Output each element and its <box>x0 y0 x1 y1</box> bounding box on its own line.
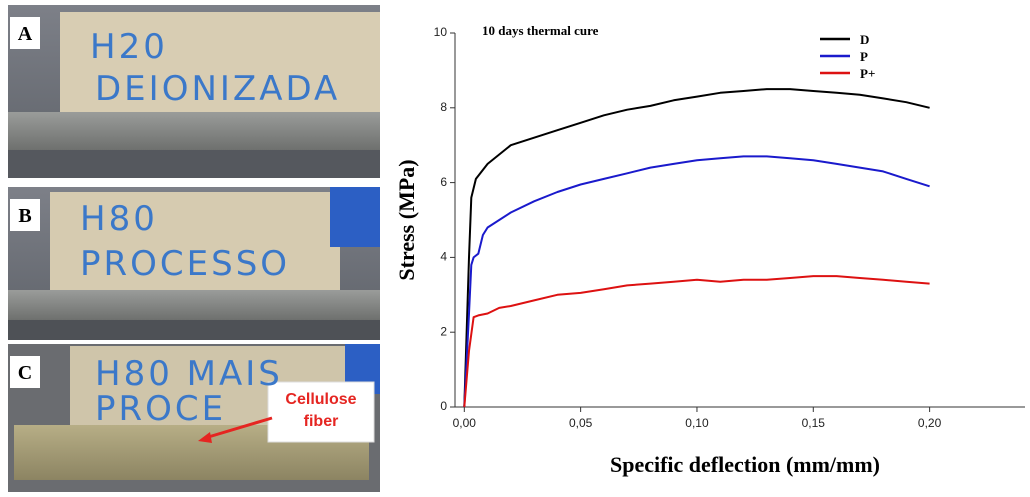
chart: 0 2 4 6 8 10 0,00 0,05 0,10 0,15 0,20 Stress (MPa) S… <box>394 23 1025 477</box>
handwriting: H80 <box>80 199 158 239</box>
handwriting: PROCESSO <box>80 244 290 284</box>
legend-label: P <box>860 49 868 64</box>
y-axis-label: Stress (MPa) <box>394 159 419 280</box>
x-tick-label: 0,20 <box>918 416 942 430</box>
x-tick-label: 0,15 <box>802 416 826 430</box>
y-tick-label: 10 <box>434 25 448 39</box>
handwriting: H20 <box>90 27 168 67</box>
handwriting: H80 MAIS <box>95 354 283 394</box>
series-line <box>463 275 930 408</box>
panel-label: C <box>18 362 32 384</box>
panel-label-box <box>10 17 40 49</box>
photo-c <box>8 344 380 492</box>
x-axis-label: Specific deflection (mm/mm) <box>610 452 880 477</box>
x-tick-label: 0,05 <box>569 416 593 430</box>
panel-label-box <box>10 199 40 231</box>
y-tick-label: 8 <box>440 100 447 114</box>
y-tick-label: 0 <box>440 399 447 413</box>
legend-label: P+ <box>860 66 875 81</box>
y-tick-label: 2 <box>440 324 447 338</box>
series-line <box>463 155 930 408</box>
y-tick-label: 6 <box>440 175 447 189</box>
handwriting: PROCE <box>95 389 226 429</box>
panel-label-box <box>10 356 40 388</box>
x-tick-label: 0,00 <box>453 416 477 430</box>
photo-a <box>8 5 380 178</box>
handwriting: DEIONIZADA <box>95 69 340 109</box>
legend-label: D <box>860 32 869 47</box>
series-line <box>463 88 930 408</box>
x-tick-label: 0,10 <box>685 416 709 430</box>
annotation: Cellulose fiber <box>285 391 356 430</box>
panel-label: A <box>18 23 33 45</box>
annotation: 10 days thermal cure <box>482 23 599 38</box>
panel-label: B <box>18 205 31 227</box>
photo-b <box>8 187 380 340</box>
y-tick-label: 4 <box>440 250 447 264</box>
